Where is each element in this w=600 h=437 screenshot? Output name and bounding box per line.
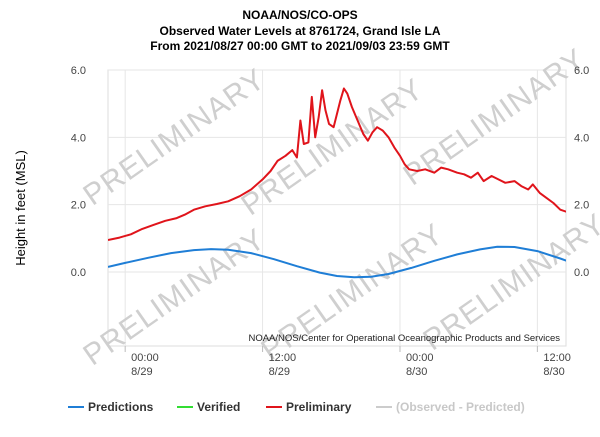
legend-label-verified: Verified [197, 400, 240, 414]
series-line-preliminary [108, 87, 566, 241]
legend-item-observed-minus-predicted[interactable]: (Observed - Predicted) [376, 400, 525, 414]
y-tick-label: 2.0 [71, 200, 86, 212]
legend-item-preliminary[interactable]: Preliminary [266, 400, 352, 414]
x-tick-date: 8/29 [131, 366, 152, 378]
x-tick-time: 12:00 [269, 352, 297, 364]
y-tick-label: 4.0 [71, 132, 86, 144]
y-tick-label-right: 4.0 [574, 132, 589, 144]
y-axis-right: 6.0 4.0 2.0 0.0 [574, 65, 589, 279]
legend: Predictions Verified Preliminary (Observ… [68, 400, 525, 414]
gridlines [108, 69, 566, 346]
x-tick-date: 8/29 [269, 366, 290, 378]
x-axis: 00:00 8/29 12:00 8/29 00:00 8/30 12:00 8/30 [124, 346, 571, 378]
y-axis-label: Height in feet (MSL) [13, 150, 28, 266]
legend-item-verified[interactable]: Verified [177, 400, 240, 414]
y-tick-label: 6.0 [71, 65, 86, 77]
chart-title-line1: NOAA/NOS/CO-OPS [242, 8, 357, 22]
y-axis-left: 6.0 4.0 2.0 0.0 [71, 65, 86, 279]
legend-item-predictions[interactable]: Predictions [68, 400, 154, 414]
y-tick-label-right: 6.0 [574, 65, 589, 77]
y-tick-label-right: 0.0 [574, 267, 589, 279]
x-tick-time: 12:00 [543, 352, 571, 364]
legend-label-preliminary: Preliminary [286, 400, 352, 414]
legend-label-predictions: Predictions [88, 400, 154, 414]
credit-text: NOAA/NOS/Center for Operational Oceanogr… [248, 333, 560, 344]
series-group [108, 87, 566, 279]
y-tick-label: 0.0 [71, 267, 86, 279]
x-tick-time: 00:00 [131, 352, 159, 364]
x-tick-time: 00:00 [406, 352, 434, 364]
chart-title-line2: Observed Water Levels at 8761724, Grand … [159, 24, 440, 38]
y-tick-label-right: 2.0 [574, 200, 589, 212]
legend-label-observed-minus-predicted: (Observed - Predicted) [396, 400, 525, 414]
series-line-predictions [108, 245, 566, 279]
x-tick-date: 8/30 [406, 366, 427, 378]
chart-title-line3: From 2021/08/27 00:00 GMT to 2021/09/03 … [150, 39, 450, 53]
x-tick-date: 8/30 [543, 366, 564, 378]
